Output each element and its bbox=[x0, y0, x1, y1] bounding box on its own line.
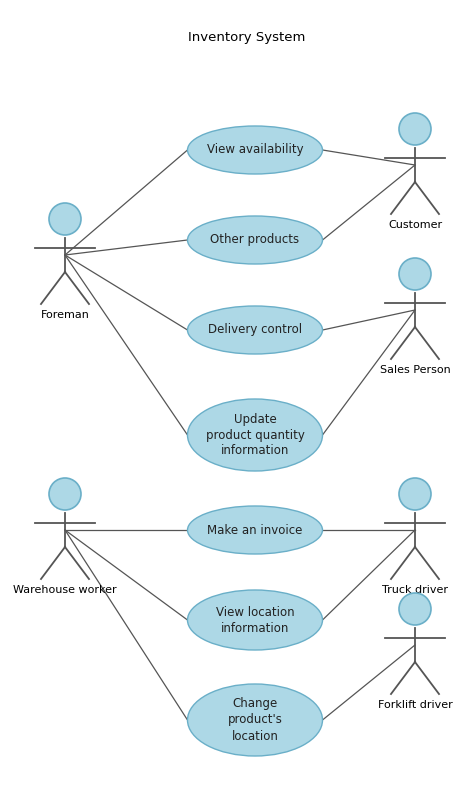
Text: Make an invoice: Make an invoice bbox=[207, 524, 303, 536]
Text: View availability: View availability bbox=[207, 144, 303, 156]
Text: Update
product quantity
information: Update product quantity information bbox=[206, 412, 304, 457]
Ellipse shape bbox=[49, 203, 81, 235]
Text: Customer: Customer bbox=[388, 220, 442, 230]
Ellipse shape bbox=[188, 684, 322, 756]
Ellipse shape bbox=[188, 590, 322, 650]
Ellipse shape bbox=[399, 478, 431, 510]
Ellipse shape bbox=[188, 216, 322, 264]
Text: Inventory System: Inventory System bbox=[188, 32, 305, 44]
Ellipse shape bbox=[49, 478, 81, 510]
Ellipse shape bbox=[188, 399, 322, 471]
Text: Truck driver: Truck driver bbox=[382, 585, 448, 595]
Ellipse shape bbox=[188, 306, 322, 354]
Text: Delivery control: Delivery control bbox=[208, 323, 302, 337]
Text: Foreman: Foreman bbox=[41, 310, 90, 320]
Ellipse shape bbox=[399, 258, 431, 290]
Text: View location
information: View location information bbox=[216, 605, 294, 634]
Text: Forklift driver: Forklift driver bbox=[378, 700, 452, 710]
Ellipse shape bbox=[188, 126, 322, 174]
Text: Other products: Other products bbox=[210, 234, 300, 246]
Text: Sales Person: Sales Person bbox=[380, 365, 450, 375]
Text: Change
product's
location: Change product's location bbox=[228, 698, 283, 743]
Text: Warehouse worker: Warehouse worker bbox=[13, 585, 117, 595]
Ellipse shape bbox=[399, 593, 431, 625]
Ellipse shape bbox=[399, 113, 431, 145]
Ellipse shape bbox=[188, 506, 322, 554]
